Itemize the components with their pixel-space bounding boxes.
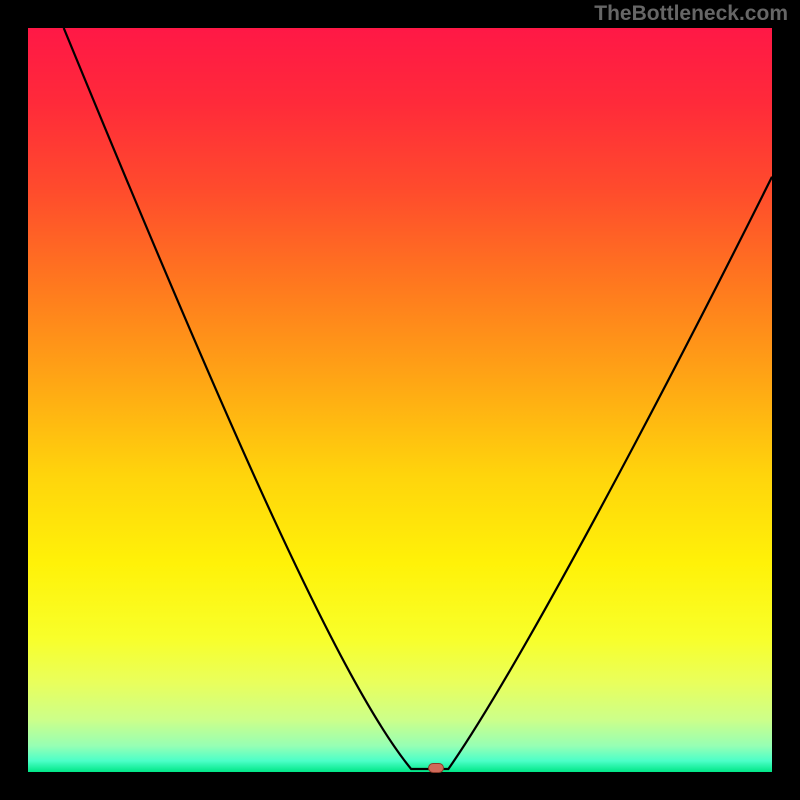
plot-area xyxy=(28,28,772,772)
bottleneck-marker xyxy=(428,763,444,773)
curve-path xyxy=(64,28,772,769)
bottleneck-curve xyxy=(28,28,772,772)
watermark-text: TheBottleneck.com xyxy=(594,2,788,26)
